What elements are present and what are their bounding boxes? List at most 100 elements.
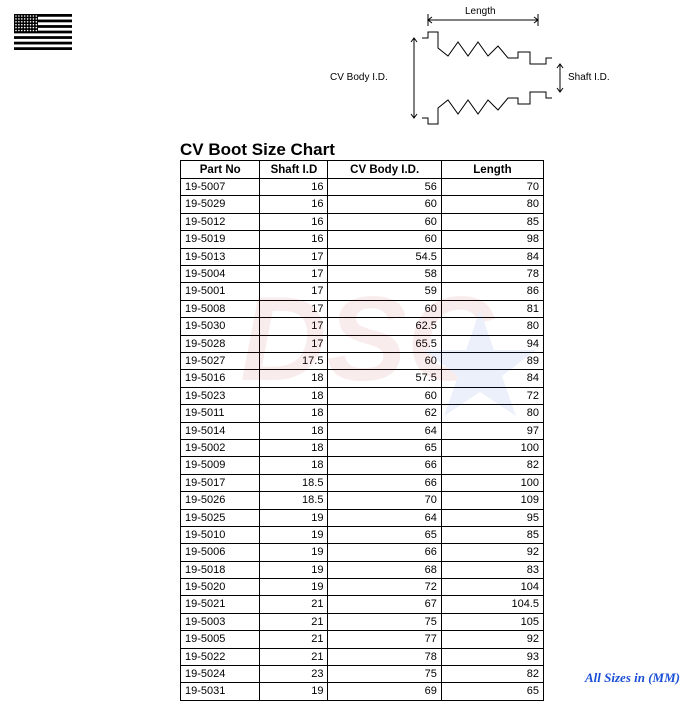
table-row: 19-50131754.584 (181, 248, 544, 265)
value-cell: 82 (441, 666, 543, 683)
part-no-cell: 19-5016 (181, 370, 260, 387)
value-cell: 17 (260, 248, 328, 265)
value-cell: 60 (328, 231, 441, 248)
value-cell: 16 (260, 231, 328, 248)
value-cell: 60 (328, 387, 441, 404)
value-cell: 18 (260, 405, 328, 422)
value-cell: 84 (441, 248, 543, 265)
value-cell: 56 (328, 179, 441, 196)
value-cell: 70 (441, 179, 543, 196)
value-cell: 17 (260, 335, 328, 352)
value-cell: 17 (260, 318, 328, 335)
part-no-cell: 19-5008 (181, 300, 260, 317)
part-no-cell: 19-5009 (181, 457, 260, 474)
part-no-cell: 19-5019 (181, 231, 260, 248)
part-no-cell: 19-5017 (181, 474, 260, 491)
value-cell: 16 (260, 179, 328, 196)
table-row: 19-5022217893 (181, 648, 544, 665)
value-cell: 86 (441, 283, 543, 300)
value-cell: 19 (260, 526, 328, 543)
value-cell: 85 (441, 213, 543, 230)
part-no-cell: 19-5030 (181, 318, 260, 335)
value-cell: 60 (328, 300, 441, 317)
value-cell: 18 (260, 439, 328, 456)
value-cell: 21 (260, 631, 328, 648)
value-cell: 64 (328, 422, 441, 439)
value-cell: 60 (328, 353, 441, 370)
table-row: 19-5012166085 (181, 213, 544, 230)
part-no-cell: 19-5007 (181, 179, 260, 196)
value-cell: 65 (441, 683, 543, 700)
value-cell: 81 (441, 300, 543, 317)
value-cell: 19 (260, 683, 328, 700)
value-cell: 94 (441, 335, 543, 352)
value-cell: 60 (328, 196, 441, 213)
value-cell: 17.5 (260, 353, 328, 370)
size-chart-table: Part NoShaft I.DCV Body I.D.Length 19-50… (180, 160, 544, 701)
value-cell: 23 (260, 666, 328, 683)
value-cell: 92 (441, 631, 543, 648)
value-cell: 66 (328, 544, 441, 561)
table-row: 19-5014186497 (181, 422, 544, 439)
value-cell: 54.5 (328, 248, 441, 265)
part-no-cell: 19-5002 (181, 439, 260, 456)
part-no-cell: 19-5004 (181, 266, 260, 283)
value-cell: 62 (328, 405, 441, 422)
value-cell: 75 (328, 666, 441, 683)
table-row: 19-5023186072 (181, 387, 544, 404)
part-no-cell: 19-5011 (181, 405, 260, 422)
table-row: 19-50032175105 (181, 613, 544, 630)
table-row: 19-501718.566100 (181, 474, 544, 491)
table-row: 19-50201972104 (181, 579, 544, 596)
value-cell: 98 (441, 231, 543, 248)
column-header: Shaft I.D (260, 161, 328, 179)
value-cell: 19 (260, 544, 328, 561)
value-cell: 17 (260, 300, 328, 317)
value-cell: 18 (260, 422, 328, 439)
value-cell: 70 (328, 492, 441, 509)
table-row: 19-5019166098 (181, 231, 544, 248)
value-cell: 105 (441, 613, 543, 630)
value-cell: 19 (260, 509, 328, 526)
table-row: 19-5011186280 (181, 405, 544, 422)
part-no-cell: 19-5014 (181, 422, 260, 439)
table-row: 19-50301762.580 (181, 318, 544, 335)
value-cell: 78 (328, 648, 441, 665)
table-row: 19-5029166080 (181, 196, 544, 213)
value-cell: 78 (441, 266, 543, 283)
part-no-cell: 19-5026 (181, 492, 260, 509)
value-cell: 77 (328, 631, 441, 648)
part-no-cell: 19-5006 (181, 544, 260, 561)
value-cell: 82 (441, 457, 543, 474)
value-cell: 19 (260, 561, 328, 578)
value-cell: 18.5 (260, 474, 328, 491)
table-row: 19-5025196495 (181, 509, 544, 526)
length-label: Length (465, 6, 496, 17)
value-cell: 16 (260, 213, 328, 230)
value-cell: 83 (441, 561, 543, 578)
value-cell: 18 (260, 370, 328, 387)
part-no-cell: 19-5018 (181, 561, 260, 578)
value-cell: 104 (441, 579, 543, 596)
value-cell: 17 (260, 266, 328, 283)
value-cell: 60 (328, 213, 441, 230)
value-cell: 18.5 (260, 492, 328, 509)
value-cell: 84 (441, 370, 543, 387)
table-row: 19-5010196585 (181, 526, 544, 543)
table-row: 19-50021865100 (181, 439, 544, 456)
table-row: 19-502717.56089 (181, 353, 544, 370)
part-no-cell: 19-5029 (181, 196, 260, 213)
table-row: 19-5024237582 (181, 666, 544, 683)
value-cell: 64 (328, 509, 441, 526)
table-row: 19-5008176081 (181, 300, 544, 317)
value-cell: 75 (328, 613, 441, 630)
value-cell: 59 (328, 283, 441, 300)
value-cell: 68 (328, 561, 441, 578)
value-cell: 58 (328, 266, 441, 283)
part-no-cell: 19-5003 (181, 613, 260, 630)
part-no-cell: 19-5025 (181, 509, 260, 526)
value-cell: 16 (260, 196, 328, 213)
part-no-cell: 19-5031 (181, 683, 260, 700)
table-row: 19-5001175986 (181, 283, 544, 300)
value-cell: 18 (260, 387, 328, 404)
